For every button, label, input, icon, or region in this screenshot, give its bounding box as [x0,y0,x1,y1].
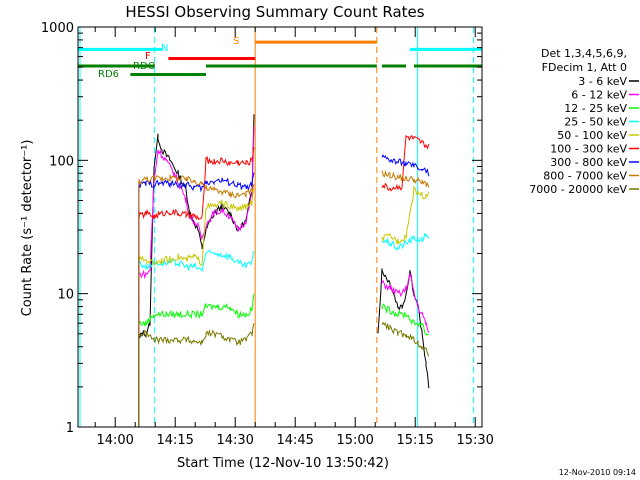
x-tick-label: 14:45 [276,433,313,448]
y-tick-label: 1 [66,421,74,436]
x-axis-label: Start Time (12-Nov-10 13:50:42) [177,456,389,471]
legend-entry: 100 - 300 keV [550,143,627,156]
plot-frame [77,26,483,428]
x-tick-label: 14:15 [156,433,193,448]
y-tick-label: 100 [49,154,74,169]
x-tick-label: 14:30 [216,433,253,448]
legend-entry: 300 - 800 keV [550,156,627,169]
flag-bar-label: RD6 [98,69,119,80]
series-line [138,169,430,199]
series-line [138,126,430,333]
flag-bar-label: S [233,36,239,47]
legend-entry: 12 - 25 keV [564,102,627,115]
series-line [138,293,429,336]
legend-entry: 800 - 7000 keV [543,170,627,183]
flag-bar-label: RDO [133,61,156,72]
legend-entry: 50 - 100 keV [557,129,627,142]
footer-timestamp: 12-Nov-2010 09:14 [559,468,636,477]
series-line [138,134,430,221]
legend-entry: 6 - 12 keV [571,89,627,102]
series-line [138,185,430,266]
series-line [138,154,430,193]
y-tick-label: 1000 [41,21,74,36]
axes: 1 10 100 1000 14:00 14:15 14:30 14:45 15:00 15:15… [41,21,494,448]
x-tick-label: 15:00 [336,433,373,448]
legend: Det 1,3,4,5,6,9, FDecim 1, Att 0 3 - 6 k… [529,47,639,196]
x-tick-label: 15:15 [396,433,433,448]
legend-header-line-2: FDecim 1, Att 0 [542,61,627,74]
chart-title: HESSI Observing Summary Count Rates [125,3,424,21]
series-line [138,321,430,357]
legend-entry: 3 - 6 keV [578,75,627,88]
flag-bar-label: N [161,43,168,54]
flag-bar-label: F [145,51,151,62]
x-tick-label: 14:00 [96,433,133,448]
x-tick-label: 15:30 [456,433,493,448]
legend-header-line-1: Det 1,3,4,5,6,9, [541,47,627,60]
y-axis-label: Count Rate (s⁻¹ detector⁻¹) [20,140,35,317]
y-tick-label: 10 [57,288,74,303]
legend-entry: 25 - 50 keV [564,116,627,129]
legend-entry: 7000 - 20000 keV [529,183,627,196]
series-line [138,232,430,272]
